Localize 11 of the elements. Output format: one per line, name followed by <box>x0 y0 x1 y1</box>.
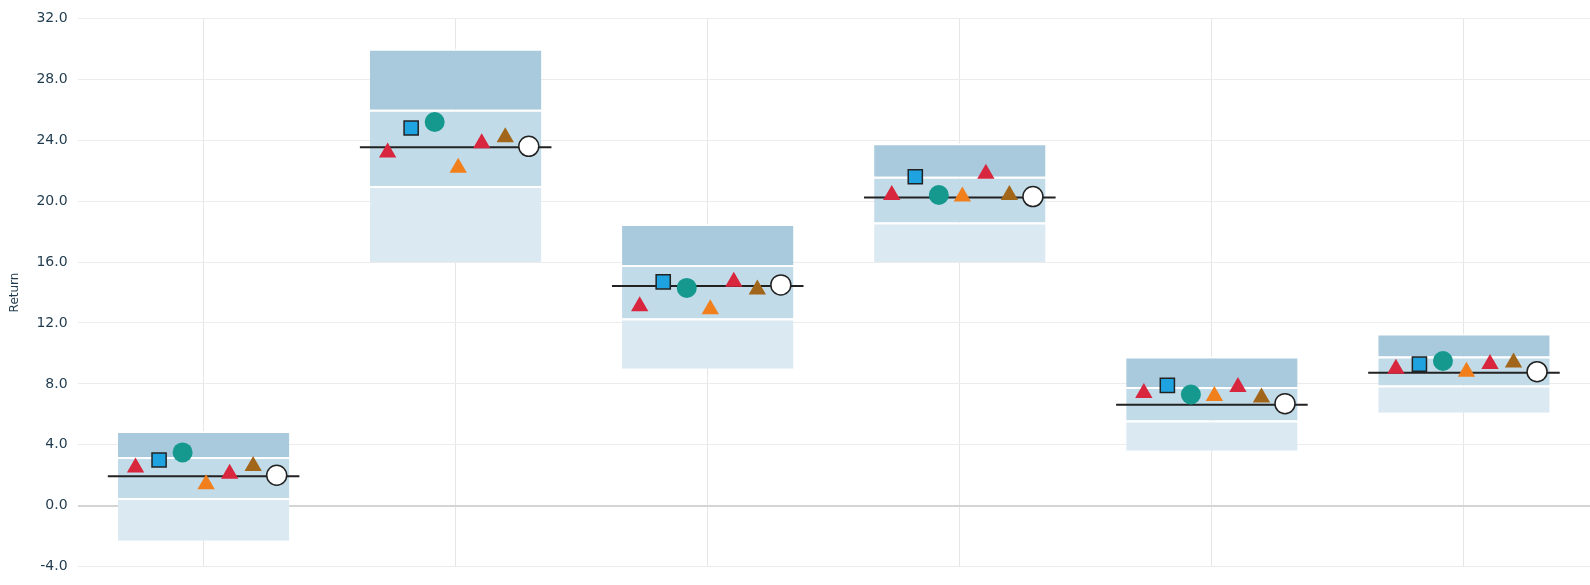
y-tick-label: 32.0 <box>36 9 68 26</box>
y-axis-title: Return <box>7 272 22 313</box>
y-tick-label: 24.0 <box>36 130 68 147</box>
y-tick-label: -4.0 <box>40 557 68 574</box>
y-tick-label: 8.0 <box>45 374 68 391</box>
y-tick-label: 0.0 <box>45 496 68 513</box>
y-tick-label: 20.0 <box>36 191 68 208</box>
y-tick-label: 16.0 <box>36 252 68 269</box>
y-tick-label: 4.0 <box>45 435 68 452</box>
y-tick-label: 12.0 <box>36 313 68 330</box>
y-tick-label: 28.0 <box>36 69 68 86</box>
